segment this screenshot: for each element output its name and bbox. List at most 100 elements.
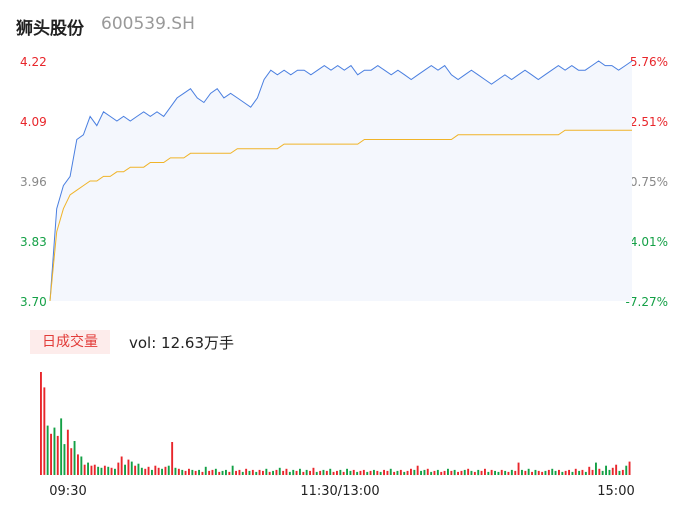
volume-bar (574, 468, 577, 475)
volume-bar (235, 470, 237, 475)
volume-bar (70, 448, 73, 475)
volume-bar (241, 471, 244, 475)
volume-bar (315, 471, 318, 475)
volume-bar (544, 470, 547, 475)
volume-bar (430, 471, 433, 475)
volume-bar (500, 469, 503, 476)
volume-bar (147, 466, 150, 475)
volume-bar (551, 468, 554, 475)
volume-tab[interactable]: 日成交量 (30, 330, 110, 354)
volume-bar (214, 468, 217, 475)
volume-bar (285, 468, 288, 475)
volume-bar (46, 425, 49, 475)
volume-bar (211, 469, 214, 476)
price-tick-label: 4.09 (20, 115, 47, 129)
stock-name: 狮头股份 (16, 19, 84, 39)
volume-bar (484, 468, 486, 475)
pct-tick-label: -0.75% (626, 175, 668, 189)
volume-bar (426, 468, 429, 475)
volume-bar (171, 442, 174, 475)
volume-bar (453, 469, 456, 476)
volume-bar (510, 469, 513, 476)
volume-bar (309, 470, 311, 475)
volume-bar (124, 464, 126, 475)
volume-bar (63, 444, 66, 475)
volume-bar (80, 456, 83, 475)
volume-bar (339, 469, 342, 476)
volume-bar (157, 467, 160, 475)
volume-bar (184, 470, 187, 475)
volume-bar (329, 468, 332, 475)
volume-bar (97, 466, 100, 475)
volume-bar (537, 470, 540, 475)
volume-bar (268, 471, 271, 475)
volume-bar (601, 470, 604, 475)
volume-bar (561, 471, 564, 475)
volume-bar (591, 469, 594, 476)
pct-tick-label: 2.51% (630, 115, 668, 129)
volume-bar (521, 469, 523, 476)
volume-bar (100, 467, 103, 475)
time-axis-label: 09:30 (49, 484, 86, 499)
volume-bar (376, 470, 379, 475)
volume-bar (265, 468, 268, 475)
volume-bar (571, 471, 574, 475)
average-line (49, 129, 632, 302)
volume-bar (420, 470, 422, 475)
volume-bar (595, 462, 597, 475)
volume-bar (161, 468, 163, 475)
volume-bar (443, 470, 446, 475)
volume-bar (322, 469, 325, 476)
volume-bar (103, 465, 106, 475)
volume-bar (383, 469, 385, 476)
volume-bar (477, 469, 480, 476)
volume-bar (258, 469, 261, 476)
volume-bar (369, 470, 372, 475)
volume-bar (278, 467, 281, 475)
volume-bar (231, 465, 234, 475)
volume-bar (56, 435, 59, 475)
volume-bar (531, 471, 533, 475)
volume-bar (110, 467, 113, 475)
volume-bar (40, 372, 42, 475)
volume-bar (450, 470, 453, 475)
volume-bar (66, 429, 69, 475)
volume-bar (470, 470, 473, 475)
volume-bar (447, 468, 449, 475)
volume-bar (564, 470, 567, 475)
volume-bar (584, 471, 587, 475)
volume-bar (299, 468, 301, 475)
volume-bar (578, 470, 581, 475)
volume-bar (255, 471, 258, 475)
volume-bar (494, 470, 496, 475)
volume-bar (228, 471, 231, 475)
price-tick-label: 4.22 (20, 55, 47, 69)
volume-bar (588, 466, 591, 475)
volume-bar (568, 469, 570, 476)
volume-bar (362, 469, 365, 476)
volume-bar (198, 469, 200, 476)
volume-bar (611, 467, 614, 475)
volume-bar (366, 471, 369, 475)
volume-bar (262, 470, 264, 475)
volume-bar (396, 470, 399, 475)
volume-bar (140, 467, 143, 475)
volume-bar (615, 464, 618, 475)
volume-bar (554, 470, 557, 475)
volume-bar (504, 470, 507, 475)
volume-bar (225, 469, 227, 476)
volume-bar (50, 433, 52, 475)
volume-bar (93, 464, 96, 475)
volume-bar (507, 471, 510, 475)
volume-bar (221, 470, 224, 475)
volume-bar (480, 470, 483, 475)
stock-code: 600539.SH (101, 14, 195, 34)
volume-bar (359, 470, 362, 475)
volume-bar (463, 469, 466, 476)
volume-bar (487, 471, 490, 475)
volume-bar (218, 471, 221, 475)
volume-bar (621, 469, 624, 476)
volume-bar (460, 470, 463, 475)
volume-bar (413, 469, 416, 476)
